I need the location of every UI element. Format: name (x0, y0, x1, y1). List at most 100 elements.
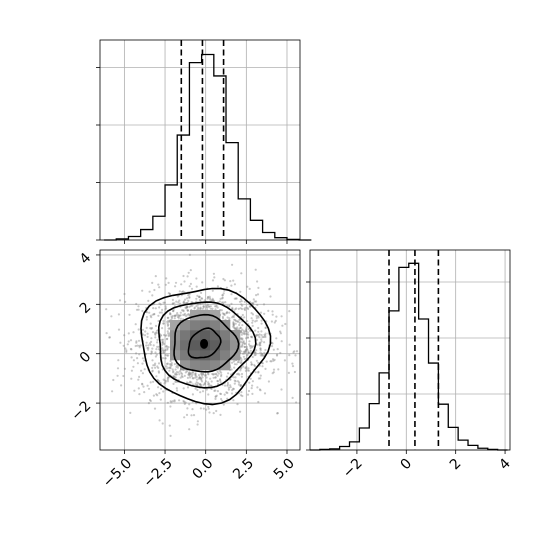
scatter-point (263, 341, 266, 344)
scatter-point (264, 326, 267, 329)
scatter-point (236, 380, 239, 383)
scatter-point (187, 271, 190, 274)
scatter-point (138, 393, 141, 396)
scatter-point (274, 319, 277, 322)
scatter-point (187, 382, 190, 385)
scatter-point (164, 305, 167, 308)
density-cell (200, 350, 211, 361)
scatter-point (150, 350, 153, 353)
scatter-point (172, 370, 175, 373)
scatter-point (163, 379, 166, 382)
scatter-point (226, 316, 229, 319)
scatter-point (222, 292, 225, 295)
contour-level (157, 301, 257, 389)
scatter-point (123, 334, 126, 337)
scatter-point (149, 381, 152, 384)
scatter-point (233, 379, 236, 382)
scatter-point (164, 357, 167, 360)
scatter-point (225, 312, 228, 315)
scatter-point (265, 360, 268, 363)
scatter-point (205, 388, 208, 391)
scatter-point (229, 378, 232, 381)
scatter-point (174, 373, 177, 376)
scatter-point (157, 314, 160, 317)
x-tick-label: 2 (447, 456, 465, 474)
scatter-point (169, 366, 172, 369)
scatter-point (214, 397, 217, 400)
scatter-point (210, 384, 213, 387)
scatter-point (186, 306, 189, 309)
scatter-point (166, 378, 169, 381)
scatter-point (172, 308, 175, 311)
scatter-point (205, 376, 208, 379)
scatter-point (257, 330, 260, 333)
scatter-point (135, 352, 138, 355)
scatter-point (256, 333, 259, 336)
scatter-point (178, 290, 181, 293)
scatter-point (245, 348, 248, 351)
scatter-point (145, 315, 148, 319)
scatter-point (164, 283, 167, 286)
density-cell (190, 340, 201, 351)
scatter-point (169, 293, 172, 296)
scatter-point (116, 374, 119, 377)
scatter-point (136, 344, 139, 347)
scatter-point (178, 315, 181, 318)
scatter-point (150, 352, 153, 355)
scatter-point (201, 376, 204, 379)
scatter-point (203, 383, 206, 386)
scatter-point (194, 376, 197, 379)
scatter-point (182, 310, 185, 313)
scatter-point (246, 336, 249, 339)
scatter-point (217, 382, 220, 386)
scatter-point (165, 338, 168, 341)
scatter-point (184, 371, 187, 374)
scatter-point (211, 372, 214, 376)
scatter-point (154, 351, 157, 354)
scatter-point (170, 362, 173, 365)
scatter-point (158, 392, 161, 395)
scatter-point (243, 342, 246, 345)
scatter-point (190, 375, 193, 378)
scatter-point (245, 347, 249, 350)
scatter-point (226, 311, 229, 314)
scatter-point (123, 367, 126, 370)
scatter-point (157, 348, 160, 351)
scatter-point (189, 372, 192, 376)
scatter-point (201, 390, 205, 393)
scatter-point (254, 351, 257, 355)
scatter-point (252, 298, 255, 301)
scatter-point (186, 309, 189, 312)
scatter-point (169, 359, 172, 363)
scatter-point (161, 327, 164, 330)
scatter-point (209, 307, 212, 310)
scatter-point (264, 335, 267, 339)
scatter-point (135, 341, 138, 344)
scatter-point (183, 416, 186, 419)
scatter-point (234, 380, 237, 383)
scatter-point (149, 314, 152, 317)
scatter-point (188, 305, 191, 308)
scatter-point (163, 301, 166, 304)
scatter-point (243, 342, 246, 345)
scatter-point (105, 332, 108, 335)
scatter-point (245, 366, 248, 369)
scatter-point (164, 353, 167, 357)
scatter-point (234, 308, 237, 311)
scatter-point (166, 380, 169, 383)
scatter-point (231, 308, 234, 311)
scatter-point (182, 301, 185, 304)
scatter-point (260, 322, 263, 325)
y-tick-label: 2 (77, 299, 95, 317)
scatter-point (130, 369, 133, 372)
scatter-point (179, 317, 182, 320)
scatter-point (171, 302, 174, 305)
scatter-point (233, 283, 236, 286)
scatter-point (168, 333, 171, 336)
scatter-point (188, 376, 192, 379)
scatter-point (155, 329, 159, 332)
scatter-point (219, 379, 222, 382)
scatter-point (168, 292, 171, 295)
scatter-point (230, 284, 233, 287)
scatter-point (221, 294, 224, 297)
